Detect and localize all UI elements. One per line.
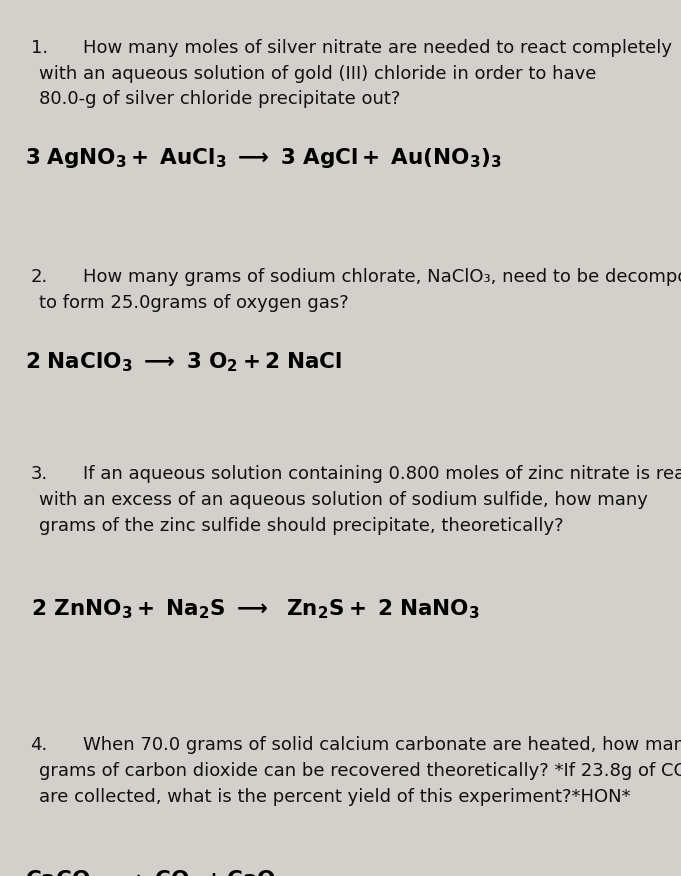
Text: grams of carbon dioxide can be recovered theoretically? *If 23.8g of CO₂: grams of carbon dioxide can be recovered…: [39, 762, 681, 780]
Text: with an excess of an aqueous solution of sodium sulfide, how many: with an excess of an aqueous solution of…: [39, 491, 648, 509]
Text: are collected, what is the percent yield of this experiment?*HON*: are collected, what is the percent yield…: [39, 788, 631, 806]
Text: $\mathregular{\ 2\ ZnNO_{3} +\ Na_{2}S}$ $\mathregular{\longrightarrow}$ $\mathr: $\mathregular{\ 2\ ZnNO_{3} +\ Na_{2}S}$…: [25, 597, 479, 621]
Text: $\mathregular{CaCO_{3}}$ $\mathregular{\longrightarrow}$ $\mathregular{CO_{2} + : $\mathregular{CaCO_{3}}$ $\mathregular{\…: [25, 868, 276, 876]
Text: When 70.0 grams of solid calcium carbonate are heated, how many: When 70.0 grams of solid calcium carbona…: [83, 736, 681, 754]
Text: $\mathregular{2\ NaClO_{3}}$ $\mathregular{\longrightarrow}$ $\mathregular{3\ O_: $\mathregular{2\ NaClO_{3}}$ $\mathregul…: [25, 350, 342, 373]
Text: 2.: 2.: [31, 268, 48, 286]
Text: How many grams of sodium chlorate, NaClO₃, need to be decompose: How many grams of sodium chlorate, NaClO…: [83, 268, 681, 286]
Text: $\mathregular{3\ AgNO_{3} +\ AuCl_{3}}$ $\mathregular{\longrightarrow}$ $\mathre: $\mathregular{3\ AgNO_{3} +\ AuCl_{3}}$ …: [25, 145, 502, 170]
Text: How many moles of silver nitrate are needed to react completely: How many moles of silver nitrate are nee…: [83, 39, 672, 57]
Text: 4.: 4.: [31, 736, 48, 754]
Text: grams of the zinc sulfide should precipitate, theoretically?: grams of the zinc sulfide should precipi…: [39, 517, 563, 534]
Text: 1.: 1.: [31, 39, 48, 57]
Text: 80.0-g of silver chloride precipitate out?: 80.0-g of silver chloride precipitate ou…: [39, 90, 400, 109]
Text: 3.: 3.: [31, 465, 48, 484]
Text: to form 25.0grams of oxygen gas?: to form 25.0grams of oxygen gas?: [39, 293, 349, 312]
Text: with an aqueous solution of gold (III) chloride in order to have: with an aqueous solution of gold (III) c…: [39, 65, 597, 82]
Text: If an aqueous solution containing 0.800 moles of zinc nitrate is reacte: If an aqueous solution containing 0.800 …: [83, 465, 681, 484]
